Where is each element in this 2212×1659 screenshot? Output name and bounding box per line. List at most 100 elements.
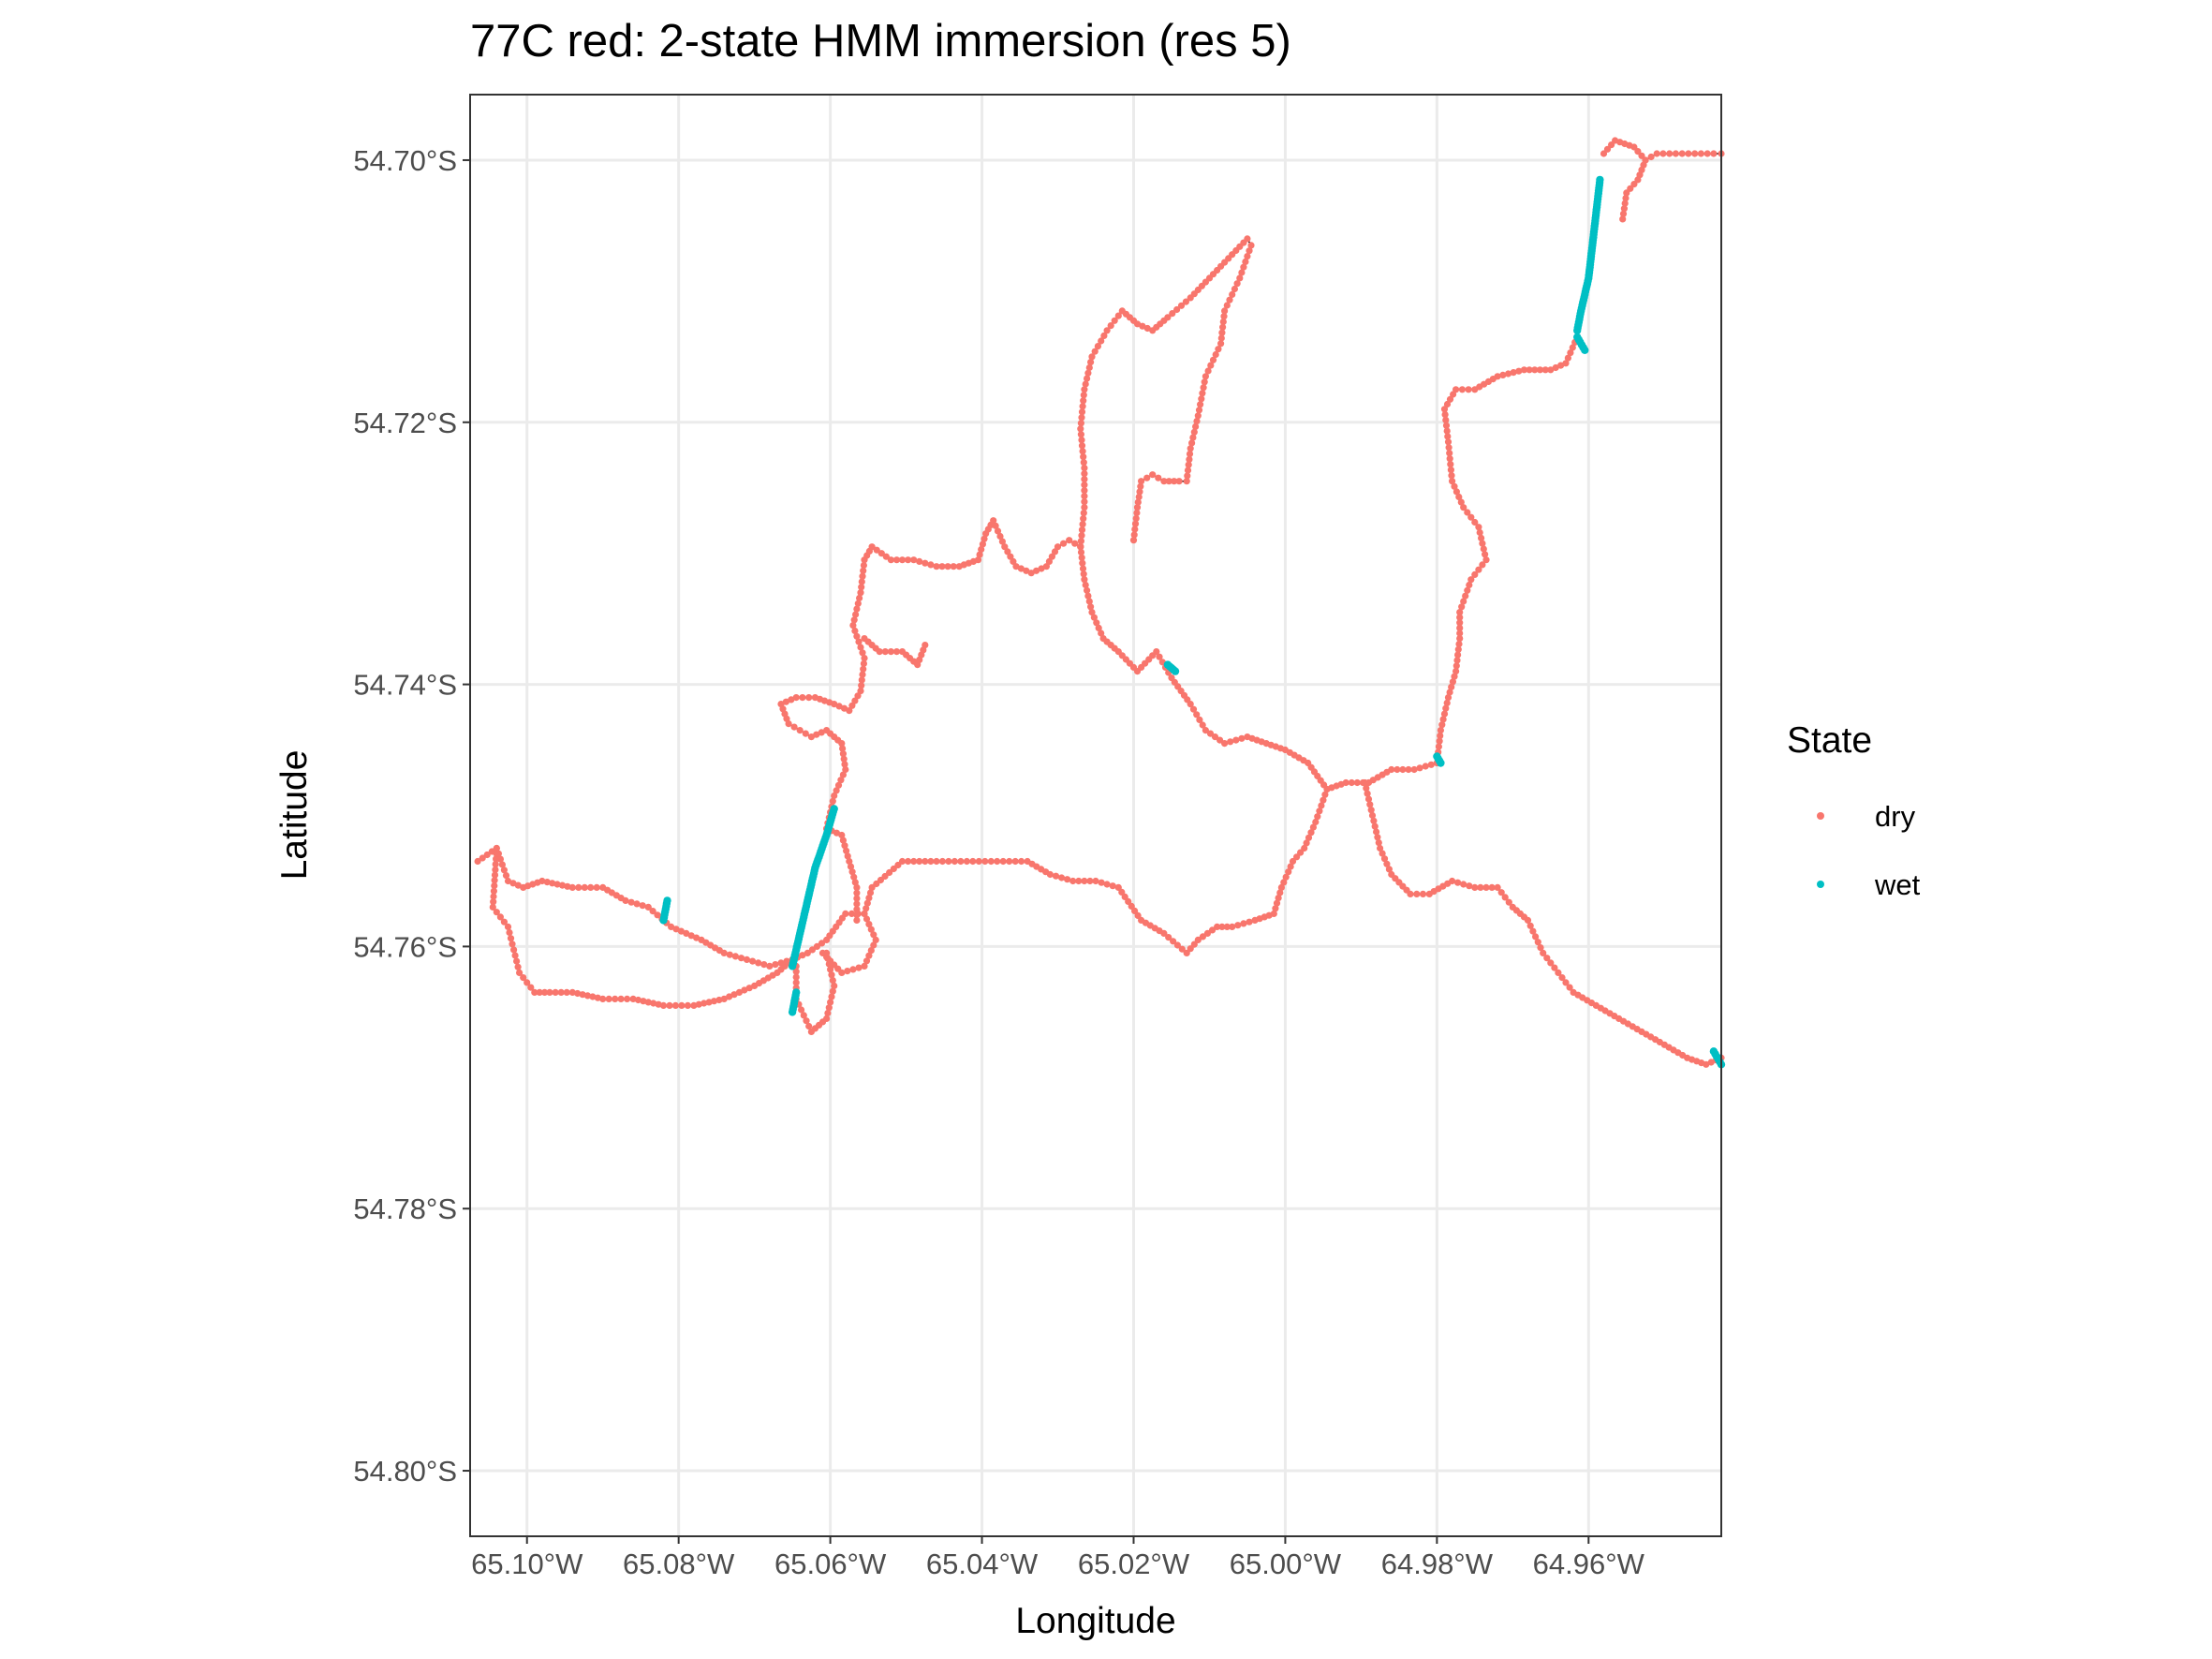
track-point-dry xyxy=(905,857,912,866)
track-point-dry xyxy=(1448,472,1455,480)
track-point-dry xyxy=(568,883,576,892)
track-point-dry xyxy=(938,857,947,866)
track-point-dry xyxy=(496,913,505,921)
track-point-dry xyxy=(777,701,785,708)
track-point-dry xyxy=(1305,834,1313,841)
track-point-dry xyxy=(655,1000,662,1008)
track-point-dry xyxy=(823,727,831,734)
track-point-dry xyxy=(1619,210,1628,217)
track-point-dry xyxy=(828,993,835,1000)
track-point-dry xyxy=(1318,802,1325,809)
track-point-dry xyxy=(1199,933,1206,941)
track-point-dry xyxy=(857,688,864,695)
track-point-dry xyxy=(1647,153,1655,161)
track-point-dry xyxy=(1133,320,1142,328)
x-axis: 65.10°W 65.08°W 65.06°W 65.04°W 65.02°W 65.00… xyxy=(471,1536,1645,1580)
track-point-dry xyxy=(1547,366,1555,374)
track-point-dry xyxy=(622,896,629,905)
track-point-dry xyxy=(1143,474,1151,481)
track-point-dry xyxy=(624,995,631,1002)
x-tick-label: 65.06°W xyxy=(774,1548,887,1580)
track-point-dry xyxy=(502,872,510,880)
track-point-dry xyxy=(994,527,1002,535)
track-point-dry xyxy=(644,999,652,1006)
track-point-dry xyxy=(1186,451,1194,458)
track-point-dry xyxy=(1186,455,1193,463)
track-point-dry xyxy=(887,648,895,656)
track-point-dry xyxy=(1371,822,1379,830)
track-point-dry xyxy=(910,556,918,564)
track-point-dry xyxy=(587,883,595,892)
track-point-dry xyxy=(1081,576,1088,584)
track-point-dry xyxy=(1467,513,1475,521)
track-point-dry xyxy=(805,1022,813,1030)
track-point-dry xyxy=(870,931,877,939)
track-point-dry xyxy=(1149,471,1157,479)
track-point-dry xyxy=(553,881,561,888)
track-point-dry xyxy=(536,988,543,996)
track-point-dry xyxy=(538,877,546,885)
track-point-dry xyxy=(1184,467,1192,474)
track-point-dry xyxy=(861,910,868,918)
track-point-dry xyxy=(969,857,977,866)
track-point-dry xyxy=(905,556,912,564)
track-point-dry xyxy=(1342,778,1349,787)
track-point-dry xyxy=(1217,736,1224,744)
track-point-dry xyxy=(1244,253,1251,260)
track-point-dry xyxy=(492,866,499,874)
track-point-dry xyxy=(549,880,556,887)
track-point-dry xyxy=(666,1001,673,1009)
track-point-dry xyxy=(1088,353,1096,361)
track-point-dry xyxy=(1444,694,1453,702)
track-point-dry xyxy=(1084,586,1091,594)
track-point-dry xyxy=(927,857,935,866)
track-point-dry xyxy=(1494,883,1501,892)
track-point-dry xyxy=(1098,879,1105,886)
track-point-dry xyxy=(981,535,988,542)
track-point-dry xyxy=(1051,548,1059,555)
track-point-dry xyxy=(887,556,895,564)
track-point-dry xyxy=(1196,716,1203,724)
track-point-dry xyxy=(1377,844,1384,852)
track-point-dry xyxy=(1456,635,1464,643)
track-point-wet xyxy=(1437,759,1445,767)
track-point-dry xyxy=(1001,543,1009,551)
track-point-dry xyxy=(1456,619,1464,627)
track-point-dry xyxy=(1004,548,1011,555)
track-point-dry xyxy=(857,644,864,651)
track-point-dry xyxy=(1085,363,1093,372)
track-point-dry xyxy=(979,541,986,548)
track-point-dry xyxy=(1540,949,1547,957)
track-point-dry xyxy=(1394,765,1401,774)
track-point-dry xyxy=(1443,400,1452,408)
track-point-dry xyxy=(490,898,497,906)
track-point-dry xyxy=(1236,274,1244,282)
track-point-dry xyxy=(858,676,865,684)
track-point-dry xyxy=(1388,765,1395,774)
track-point-dry xyxy=(856,594,863,602)
track-point-dry xyxy=(1006,857,1013,866)
track-point-dry xyxy=(684,1001,692,1009)
track-point-dry xyxy=(1448,683,1455,691)
track-point-dry xyxy=(1134,498,1142,506)
track-point-dry xyxy=(865,952,873,959)
track-point-dry xyxy=(1443,699,1451,707)
track-point-dry xyxy=(1494,373,1501,380)
track-point-dry xyxy=(1080,570,1087,578)
track-point-dry xyxy=(1080,453,1087,461)
track-point-dry xyxy=(782,698,790,705)
track-point-dry xyxy=(1138,478,1145,485)
track-point-dry xyxy=(1524,916,1532,925)
track-point-dry xyxy=(639,902,646,910)
track-point-dry xyxy=(839,745,847,752)
track-point-dry xyxy=(745,985,753,992)
y-axis-title: Latitude xyxy=(274,750,315,881)
track-point-dry xyxy=(683,929,690,938)
track-point-dry xyxy=(510,946,518,954)
track-point-dry xyxy=(1198,395,1205,403)
track-point-dry xyxy=(868,543,876,551)
track-point-dry xyxy=(1139,322,1146,330)
track-point-dry xyxy=(1427,761,1435,768)
track-point-dry xyxy=(1451,482,1458,490)
track-point-dry xyxy=(1562,360,1570,367)
